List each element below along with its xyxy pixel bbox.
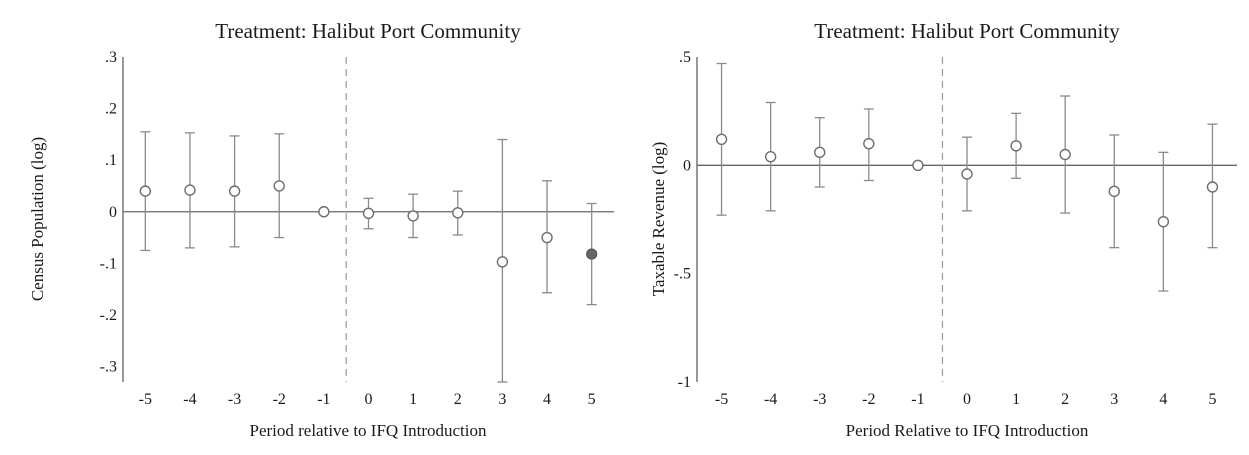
chart-title: Treatment: Halibut Port Community (814, 19, 1120, 43)
x-tick-label: -2 (273, 391, 286, 408)
x-tick-label: 1 (409, 391, 417, 408)
data-point (1206, 181, 1219, 193)
y-tick-label: -.3 (100, 359, 117, 376)
x-tick-label: -4 (183, 391, 196, 408)
y-tick-label: .1 (105, 152, 117, 169)
x-tick-label: 2 (454, 391, 462, 408)
data-point (228, 185, 241, 197)
data-point (139, 185, 152, 197)
x-tick-label: 3 (498, 391, 506, 408)
x-tick-label: -5 (715, 391, 728, 408)
x-tick-label: -1 (911, 391, 924, 408)
data-point (184, 184, 196, 196)
data-point (586, 248, 598, 260)
y-tick-label: -.1 (100, 255, 117, 272)
data-point (318, 206, 330, 218)
data-point (407, 210, 419, 222)
x-tick-label: 1 (1012, 391, 1020, 408)
data-point (1157, 215, 1170, 228)
data-point (912, 159, 924, 172)
x-tick-label: 0 (365, 391, 373, 408)
y-tick-label: -.5 (674, 266, 691, 283)
chart-title: Treatment: Halibut Port Community (215, 19, 521, 43)
data-point (1059, 148, 1071, 161)
y-tick-label: 0 (683, 157, 691, 174)
y-axis-label: Taxable Revenue (log) (649, 142, 668, 297)
x-axis-label: Period relative to IFQ Introduction (249, 421, 487, 440)
data-point (863, 137, 875, 150)
x-tick-label: 5 (588, 391, 596, 408)
data-point (961, 168, 973, 180)
data-point (764, 150, 777, 163)
x-tick-label: -3 (228, 391, 241, 408)
y-tick-label: -.2 (100, 307, 117, 324)
data-point (273, 180, 285, 192)
y-tick-label: .2 (105, 101, 117, 118)
data-point (715, 133, 728, 146)
x-tick-label: 5 (1208, 391, 1216, 408)
data-point (1010, 140, 1022, 152)
y-tick-label: -1 (678, 374, 691, 391)
data-point (1108, 185, 1120, 198)
x-axis-label: Period Relative to IFQ Introduction (846, 421, 1089, 440)
y-tick-label: .5 (679, 49, 691, 66)
data-point (496, 256, 509, 268)
x-tick-label: 4 (543, 391, 551, 408)
x-tick-label: -3 (813, 391, 826, 408)
data-point (362, 207, 375, 220)
x-tick-label: 2 (1061, 391, 1069, 408)
x-tick-label: 0 (963, 391, 971, 408)
y-tick-label: .3 (105, 49, 117, 66)
data-point (541, 231, 553, 244)
x-tick-label: -2 (862, 391, 875, 408)
revenue-panel: Treatment: Halibut Port Community Period … (649, 19, 1237, 440)
x-tick-label: -1 (317, 391, 330, 408)
x-tick-label: 4 (1159, 391, 1167, 408)
data-point (452, 207, 464, 219)
population-panel: Treatment: Halibut Port Community Period … (28, 19, 614, 440)
y-tick-label: 0 (109, 204, 117, 221)
x-tick-label: -4 (764, 391, 777, 408)
x-tick-label: 3 (1110, 391, 1118, 408)
y-axis-label: Census Population (log) (28, 137, 47, 301)
data-point (814, 146, 826, 159)
x-tick-label: -5 (139, 391, 152, 408)
